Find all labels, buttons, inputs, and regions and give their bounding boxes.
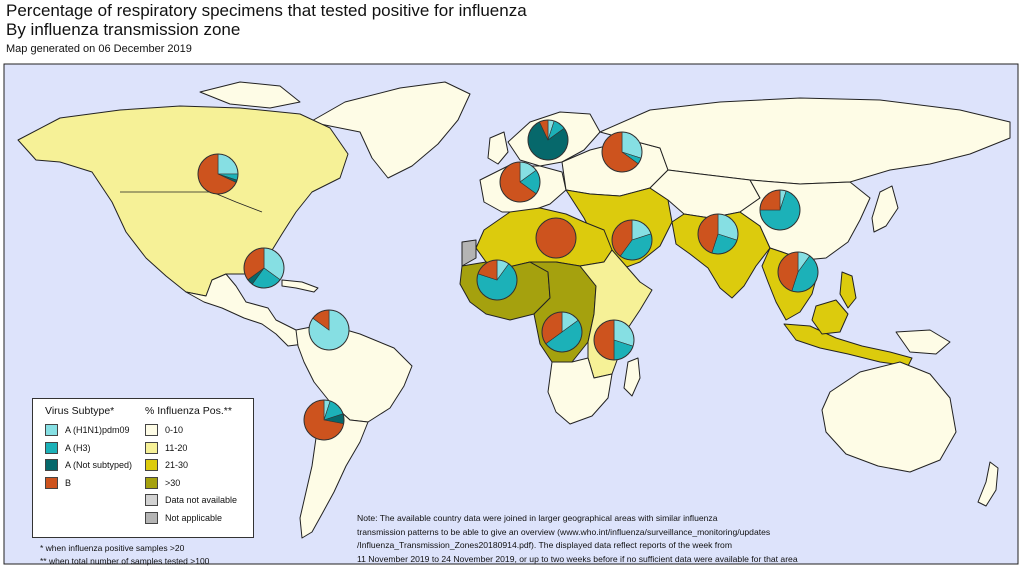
note-line-2: transmission patterns to be able to give… xyxy=(357,526,771,537)
legend-swatch-21-30 xyxy=(145,459,158,471)
new-zealand xyxy=(977,461,999,507)
legend-swatch-not-applicable xyxy=(145,511,158,524)
pie-southern-asia xyxy=(697,213,739,255)
pie-northern-africa xyxy=(535,217,577,259)
map-date: Map generated on 06 December 2019 xyxy=(6,43,192,55)
pie-outline-eastern-europe xyxy=(601,131,643,173)
pie-outline-middle-africa xyxy=(541,311,583,353)
legend-swatch-b xyxy=(45,476,58,489)
southern-africa xyxy=(547,357,613,425)
pie-south-east-asia xyxy=(777,251,819,293)
madagascar xyxy=(623,357,641,397)
note-line-1: Note: The available country data were jo… xyxy=(357,513,718,523)
map-title: Percentage of respiratory specimens that… xyxy=(6,1,527,20)
greenland xyxy=(309,81,471,179)
legend-swatch-no-data xyxy=(145,494,158,506)
legend-swatch-gt30 xyxy=(145,476,158,489)
pie-outline-north-america xyxy=(197,153,239,195)
pie-north-america xyxy=(197,153,239,195)
australia xyxy=(821,361,957,473)
legend-item-not-applicable: Not applicable xyxy=(145,511,237,525)
legend-item-21-30: 21-30 xyxy=(145,458,237,472)
legend-label-a-not-subtyped: A (Not subtyped) xyxy=(65,460,133,470)
map-note: Note: The available country data were jo… xyxy=(357,512,798,566)
legend: Virus Subtype* A (H1N1)pdm09 A (H3) A (N… xyxy=(32,398,254,538)
pct-legend: % Influenza Pos.** 0-10 11-20 21-30 >30 … xyxy=(145,405,237,528)
legend-label-gt30: >30 xyxy=(165,477,181,488)
virus-legend: Virus Subtype* A (H1N1)pdm09 A (H3) A (N… xyxy=(45,405,132,493)
pie-western-africa xyxy=(476,259,518,301)
footnote-2: ** when total number of samples tested >… xyxy=(40,556,210,566)
pie-outline-south-east-asia xyxy=(777,251,819,293)
indonesia xyxy=(783,323,913,367)
pie-outline-northern-europe xyxy=(527,119,569,161)
philippines xyxy=(839,271,857,309)
uk xyxy=(487,131,509,165)
pie-outline-central-america-caribbean xyxy=(243,247,285,289)
pie-northern-europe xyxy=(527,119,569,161)
pie-outline-eastern-asia xyxy=(759,189,801,231)
legend-label-0-10: 0-10 xyxy=(165,425,184,435)
legend-label-h1n1: A (H1N1)pdm09 xyxy=(65,425,130,435)
legend-label-11-20: 11-20 xyxy=(165,442,188,453)
pie-central-america-caribbean xyxy=(243,247,285,289)
pie-outline-temperate-south-america xyxy=(303,399,345,441)
legend-swatch-h3 xyxy=(45,441,58,454)
legend-item-no-data: Data not available xyxy=(145,493,237,507)
pie-temperate-south-america xyxy=(303,399,345,441)
legend-swatch-a-not-subtyped xyxy=(45,459,58,471)
pie-eastern-europe xyxy=(601,131,643,173)
pie-eastern-asia xyxy=(759,189,801,231)
japan xyxy=(871,185,899,233)
legend-item-11-20: 11-20 xyxy=(145,441,237,455)
pie-outline-western-africa xyxy=(476,259,518,301)
legend-label-b: B xyxy=(65,477,72,488)
pie-outline-western-asia xyxy=(611,219,653,261)
legend-label-h3: A (H3) xyxy=(65,442,91,453)
pie-middle-africa xyxy=(541,311,583,353)
pie-outline-eastern-africa xyxy=(593,319,635,361)
pie-outline-southern-asia xyxy=(697,213,739,255)
pie-tropical-south-america xyxy=(308,309,350,351)
pie-western-asia xyxy=(611,219,653,261)
legend-item-b: B xyxy=(45,476,132,490)
note-line-3: /Influenza_Transmission_Zones20180914.pd… xyxy=(357,540,732,550)
pct-legend-title: % Influenza Pos.** xyxy=(145,405,232,417)
borneo xyxy=(811,299,849,335)
legend-item-gt30: >30 xyxy=(145,476,237,490)
western-sahara xyxy=(461,239,477,267)
legend-label-no-data: Data not available xyxy=(165,495,238,505)
papua xyxy=(895,329,951,355)
arctic-islands xyxy=(199,81,301,109)
legend-label-21-30: 21-30 xyxy=(165,460,189,470)
legend-swatch-11-20 xyxy=(145,441,158,454)
legend-item-0-10: 0-10 xyxy=(145,423,237,437)
legend-swatch-h1n1 xyxy=(45,424,58,436)
pie-south-west-europe xyxy=(499,161,541,203)
pie-outline-tropical-south-america xyxy=(308,309,350,351)
legend-item-h1n1: A (H1N1)pdm09 xyxy=(45,423,132,437)
pie-outline-northern-africa xyxy=(535,217,577,259)
legend-item-h3: A (H3) xyxy=(45,441,132,455)
map-title-line2: By influenza transmission zone xyxy=(6,20,241,39)
legend-swatch-0-10 xyxy=(145,424,158,436)
note-line-4: 11 November 2019 to 24 November 2019, or… xyxy=(357,553,798,564)
world-map xyxy=(3,63,1019,565)
legend-item-a-not-subtyped: A (Not subtyped) xyxy=(45,458,132,472)
pie-layer xyxy=(197,119,819,441)
pie-outline-south-west-europe xyxy=(499,161,541,203)
virus-legend-title: Virus Subtype* xyxy=(45,405,115,417)
caribbean xyxy=(281,279,319,293)
footnote-1: * when influenza positive samples >20 xyxy=(40,543,185,553)
pie-eastern-africa xyxy=(593,319,635,361)
legend-label-not-applicable: Not applicable xyxy=(165,512,223,523)
